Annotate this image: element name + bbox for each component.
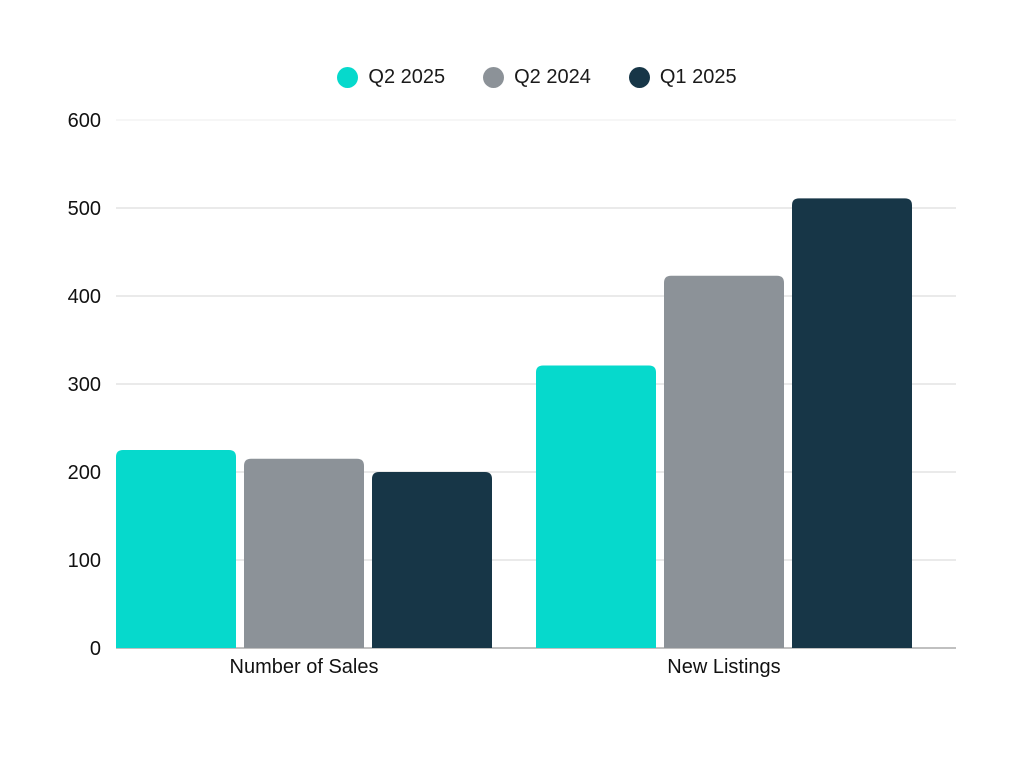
bar-number-of-sales-q2-2025[interactable] [116, 450, 236, 648]
legend-label-q1-2025: Q1 2025 [659, 66, 737, 88]
y-tick-label: 600 [68, 110, 101, 132]
legend-item-q2-2024[interactable]: Q2 2024 [483, 66, 591, 89]
y-tick-label: 500 [68, 198, 101, 220]
legend-label-q2-2024: Q2 2024 [514, 66, 591, 88]
bar-new-listings-q1-2025[interactable] [792, 198, 912, 648]
y-tick-label: 400 [68, 286, 101, 308]
y-tick-label: 100 [68, 550, 101, 572]
y-tick-label: 0 [90, 638, 101, 660]
legend-label-q2-2025: Q2 2025 [368, 66, 446, 88]
bar-number-of-sales-q1-2025[interactable] [372, 472, 492, 648]
legend-swatch-q2-2024 [483, 67, 505, 88]
bar-new-listings-q2-2024[interactable] [664, 275, 784, 648]
legend: Q2 2025 Q2 2024 Q1 2025 [0, 66, 1024, 89]
bar-number-of-sales-q2-2024[interactable] [244, 458, 364, 648]
x-tick-label: Number of Sales [230, 656, 379, 678]
y-tick-label: 300 [68, 374, 101, 396]
legend-swatch-q1-2025 [628, 67, 650, 88]
x-tick-label: New Listings [667, 656, 780, 678]
y-axis-ticks: 0 100 200 300 400 500 600 [68, 110, 101, 660]
legend-swatch-q2-2025 [337, 67, 359, 88]
x-axis-ticks: Number of Sales New Listings [230, 656, 781, 678]
legend-item-q2-2025[interactable]: Q2 2025 [337, 66, 445, 89]
y-tick-label: 200 [68, 462, 101, 484]
bar-new-listings-q2-2025[interactable] [536, 365, 656, 648]
legend-item-q1-2025[interactable]: Q1 2025 [628, 66, 737, 89]
bars [116, 198, 912, 648]
